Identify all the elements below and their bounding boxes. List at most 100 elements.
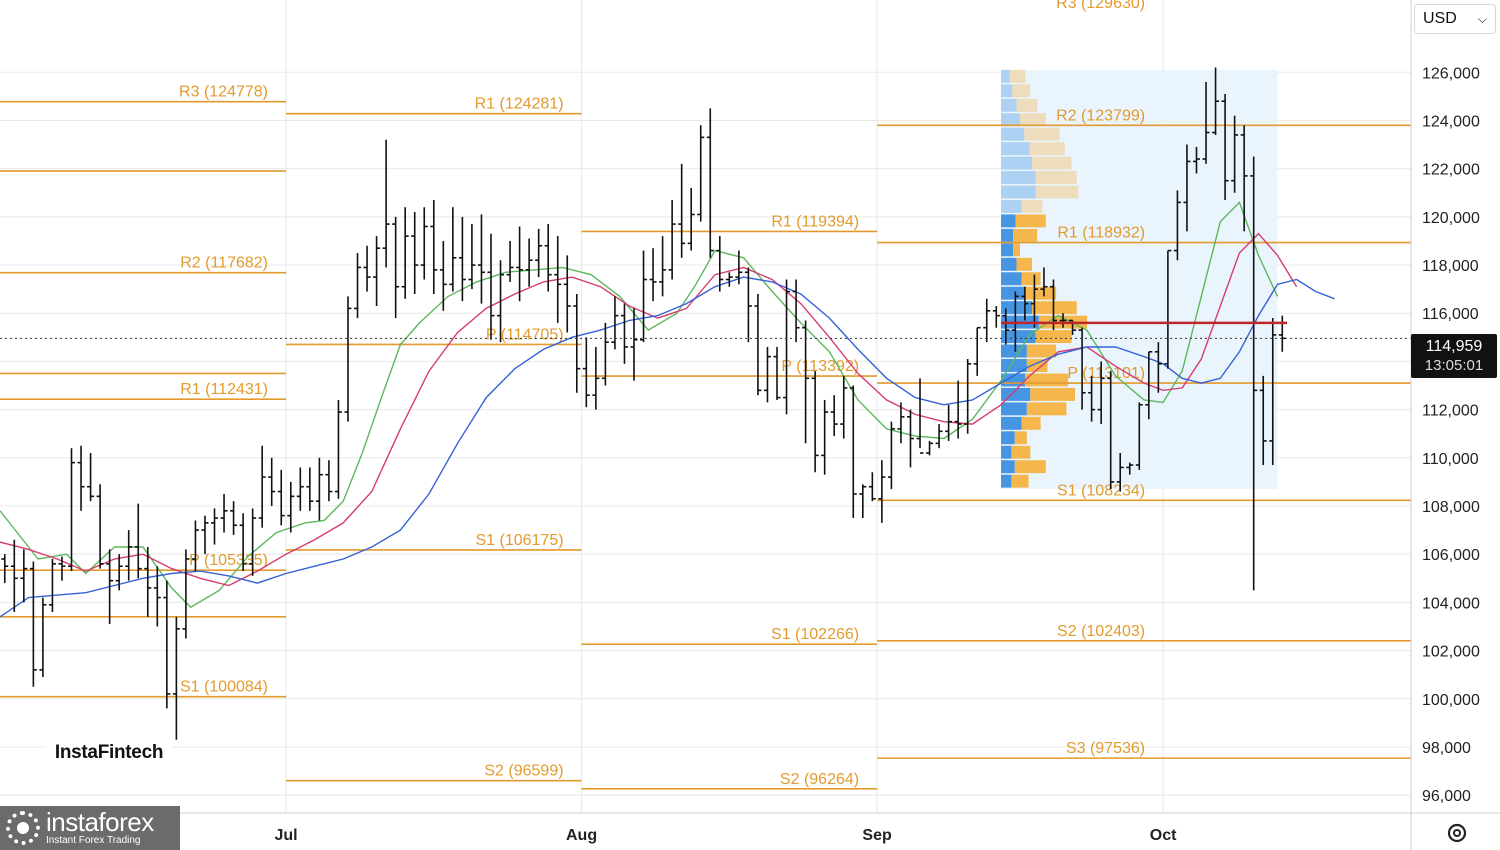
ohlc-bar (277, 469, 285, 526)
ohlc-bar (840, 375, 848, 439)
ohlc-bar (1116, 452, 1124, 492)
price-axis-tick: 118,000 (1422, 258, 1479, 275)
pivot-label: R2 (123799) (1056, 107, 1145, 124)
ohlc-bar (1135, 402, 1143, 470)
volume-profile-sell-bar (1035, 330, 1072, 344)
volume-profile-sell-bar (1026, 359, 1048, 372)
ohlc-bar (1212, 67, 1220, 135)
ohlc-bar (1107, 371, 1115, 490)
pivot-label: P (105335) (189, 552, 268, 569)
ohlc-bar (268, 457, 276, 506)
logo-tagline: Instant Forex Trading (46, 835, 141, 846)
ohlc-bar (10, 539, 18, 613)
pivot-label: R1 (124281) (475, 96, 564, 113)
ohlc-bar (439, 240, 447, 311)
ohlc-bar (754, 293, 762, 396)
volume-profile-buy-bar (1001, 171, 1036, 185)
ohlc-bar (163, 580, 171, 709)
ohlc-bar (821, 399, 829, 475)
ohlc-bar (1030, 274, 1038, 328)
ohlc-bar (525, 238, 533, 287)
ohlc-bar (182, 549, 190, 639)
ohlc-bar (1221, 93, 1229, 200)
logo-text: instaforex (46, 807, 154, 837)
ohlc-bar (563, 255, 571, 333)
pivot-label: P (113101) (1067, 365, 1145, 382)
ohlc-bar (983, 298, 991, 343)
ohlc-bar (878, 460, 886, 523)
pivot-label: S1 (108234) (1057, 482, 1145, 499)
pivot-label: P (114705) (486, 326, 564, 343)
volume-profile-buy-bar (1001, 69, 1010, 83)
currency-label: USD (1423, 10, 1457, 27)
ohlc-bar (1269, 318, 1277, 466)
volume-profile-buy-bar (1001, 156, 1033, 170)
ohlc-bar (411, 212, 419, 294)
ohlc-bar (582, 337, 590, 408)
ohlc-bar (1097, 361, 1105, 425)
logo-gear-icon (6, 811, 40, 845)
volume-profile-sell-bar (1026, 344, 1057, 358)
settings-gear-icon[interactable] (1444, 820, 1470, 846)
ohlc-bar (954, 380, 962, 439)
volume-profile-sell-bar (1009, 69, 1026, 83)
ohlc-bar (239, 513, 247, 572)
volume-profile-buy-bar (1001, 185, 1036, 199)
volume-profile-sell-bar (1014, 431, 1027, 445)
pivot-label: R3 (124778) (179, 84, 268, 101)
ohlc-bar (29, 561, 37, 687)
ohlc-bar (258, 445, 266, 528)
last-price-tag: 114,959 13:05:01 (1411, 334, 1497, 378)
ohlc-bar (1259, 375, 1267, 466)
chevron-down-icon: ⌵ (1477, 11, 1487, 26)
ohlc-bar (897, 402, 905, 444)
price-axis-tick: 108,000 (1422, 499, 1480, 516)
price-axis-tick: 104,000 (1422, 595, 1480, 612)
time-axis-tick: Sep (862, 827, 892, 844)
pivot-label: R1 (118932) (1057, 225, 1145, 242)
volume-profile-buy-bar (1001, 142, 1030, 156)
volume-profile-sell-bar (1024, 127, 1060, 141)
ohlc-bar (172, 616, 180, 740)
currency-selector[interactable]: USD ⌵ (1414, 4, 1496, 34)
ohlc-bar (58, 556, 66, 581)
ohlc-bar (287, 481, 295, 533)
ohlc-bar (1078, 327, 1086, 410)
pivot-label: R1 (112431) (180, 381, 268, 398)
ohlc-bar (1, 554, 9, 584)
ohlc-bar (868, 472, 876, 502)
ohlc-bar (630, 308, 638, 381)
ohlc-bar (153, 566, 161, 627)
ohlc-bar (916, 378, 924, 454)
ohlc-bar (487, 233, 495, 340)
ohlc-bars (1, 67, 1286, 740)
ohlc-bar (1088, 375, 1096, 422)
watermark-text: InstaFintech (54, 742, 164, 763)
volume-profile-buy-bar (1001, 359, 1027, 372)
ohlc-bar (420, 207, 428, 280)
pivot-label: S1 (106175) (475, 532, 563, 549)
ohlc-bar (1250, 156, 1258, 591)
price-axis-tick: 124,000 (1422, 113, 1480, 130)
volume-profile-sell-bar (1015, 214, 1046, 228)
pivot-label: S2 (102403) (1057, 623, 1145, 640)
ohlc-bar (1059, 313, 1067, 328)
ohlc-bar (1202, 81, 1210, 164)
volume-profile-buy-bar (1001, 460, 1015, 474)
pivot-label: S3 (97536) (1066, 740, 1145, 757)
ohlc-bar (106, 549, 114, 625)
ohlc-bar (373, 236, 381, 307)
pivot-label: S1 (100084) (180, 679, 268, 696)
price-axis-tick: 122,000 (1422, 162, 1480, 179)
ohlc-bar (964, 359, 972, 434)
ohlc-bar (763, 346, 771, 403)
ohlc-bar (201, 515, 209, 555)
ohlc-bar (1240, 125, 1248, 232)
ohlc-bar (744, 267, 752, 343)
volume-profile-buy-bar (1001, 84, 1013, 98)
ohlc-bar (430, 199, 438, 294)
last-price-value: 114,959 (1425, 338, 1483, 355)
ohlc-bar (230, 501, 238, 535)
